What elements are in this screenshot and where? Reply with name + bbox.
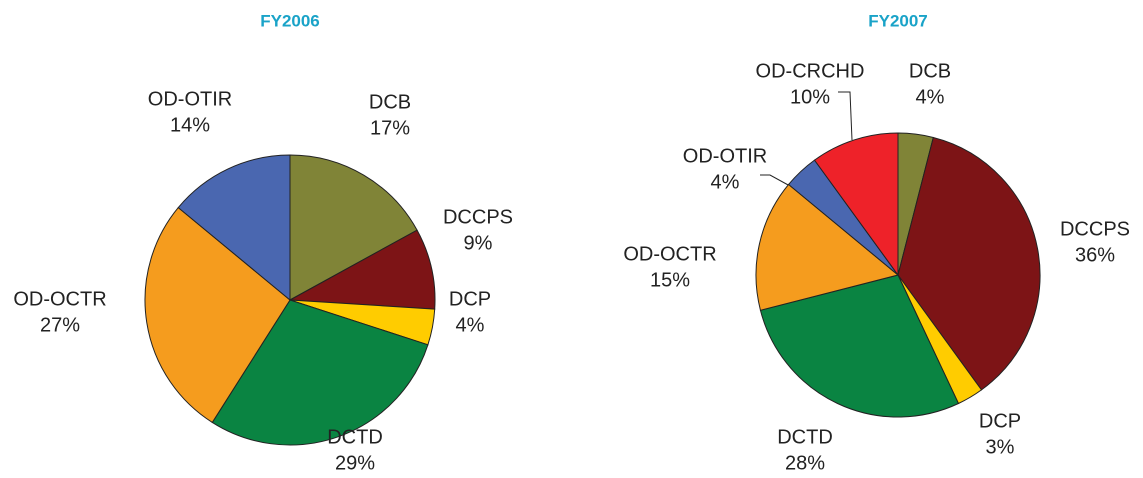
slice-label: DCB bbox=[369, 91, 411, 113]
pie-slice bbox=[755, 183, 900, 311]
pie-slice bbox=[211, 299, 429, 446]
slice-value-label: 28% bbox=[785, 452, 825, 474]
slice-label: DCB bbox=[909, 60, 951, 82]
slice-label: DCCPS bbox=[443, 206, 513, 228]
pie-slice bbox=[144, 206, 291, 424]
slice-label: OD-OTIR bbox=[148, 88, 232, 110]
slice-label: DCTD bbox=[777, 426, 833, 448]
slice-label: DCP bbox=[449, 288, 491, 310]
pie-slice bbox=[288, 229, 436, 310]
slice-value-label: 27% bbox=[40, 314, 80, 336]
slice-label: DCCPS bbox=[1060, 218, 1130, 240]
slice-value-label: 4% bbox=[916, 86, 945, 108]
pie-slice bbox=[289, 154, 418, 301]
slice-value-label: 29% bbox=[335, 452, 375, 474]
slice-value-label: 15% bbox=[650, 269, 690, 291]
pie-slice bbox=[759, 274, 960, 418]
slice-value-label: 10% bbox=[790, 86, 830, 108]
slice-label: OD-OTIR bbox=[683, 145, 767, 167]
slice-value-label: 3% bbox=[986, 436, 1015, 458]
slice-label: DCP bbox=[979, 410, 1021, 432]
chart-title: FY2007 bbox=[868, 11, 928, 30]
slice-value-label: 14% bbox=[170, 114, 210, 136]
slice-value-label: 9% bbox=[464, 232, 493, 254]
slice-value-label: 17% bbox=[370, 117, 410, 139]
slice-value-label: 4% bbox=[711, 171, 740, 193]
slice-label: DCTD bbox=[327, 426, 383, 448]
slice-value-label: 36% bbox=[1075, 244, 1115, 266]
slice-label: OD-OCTR bbox=[623, 243, 716, 265]
pie-slice bbox=[177, 154, 291, 302]
leader-line bbox=[760, 174, 791, 187]
slice-label: OD-CRCHD bbox=[756, 60, 865, 82]
chart-title: FY2006 bbox=[260, 11, 320, 30]
slice-value-label: 4% bbox=[456, 314, 485, 336]
pie-slice bbox=[813, 132, 899, 277]
leader-line bbox=[838, 91, 853, 141]
pie-slice bbox=[897, 136, 1041, 391]
slice-label: OD-OCTR bbox=[13, 288, 106, 310]
